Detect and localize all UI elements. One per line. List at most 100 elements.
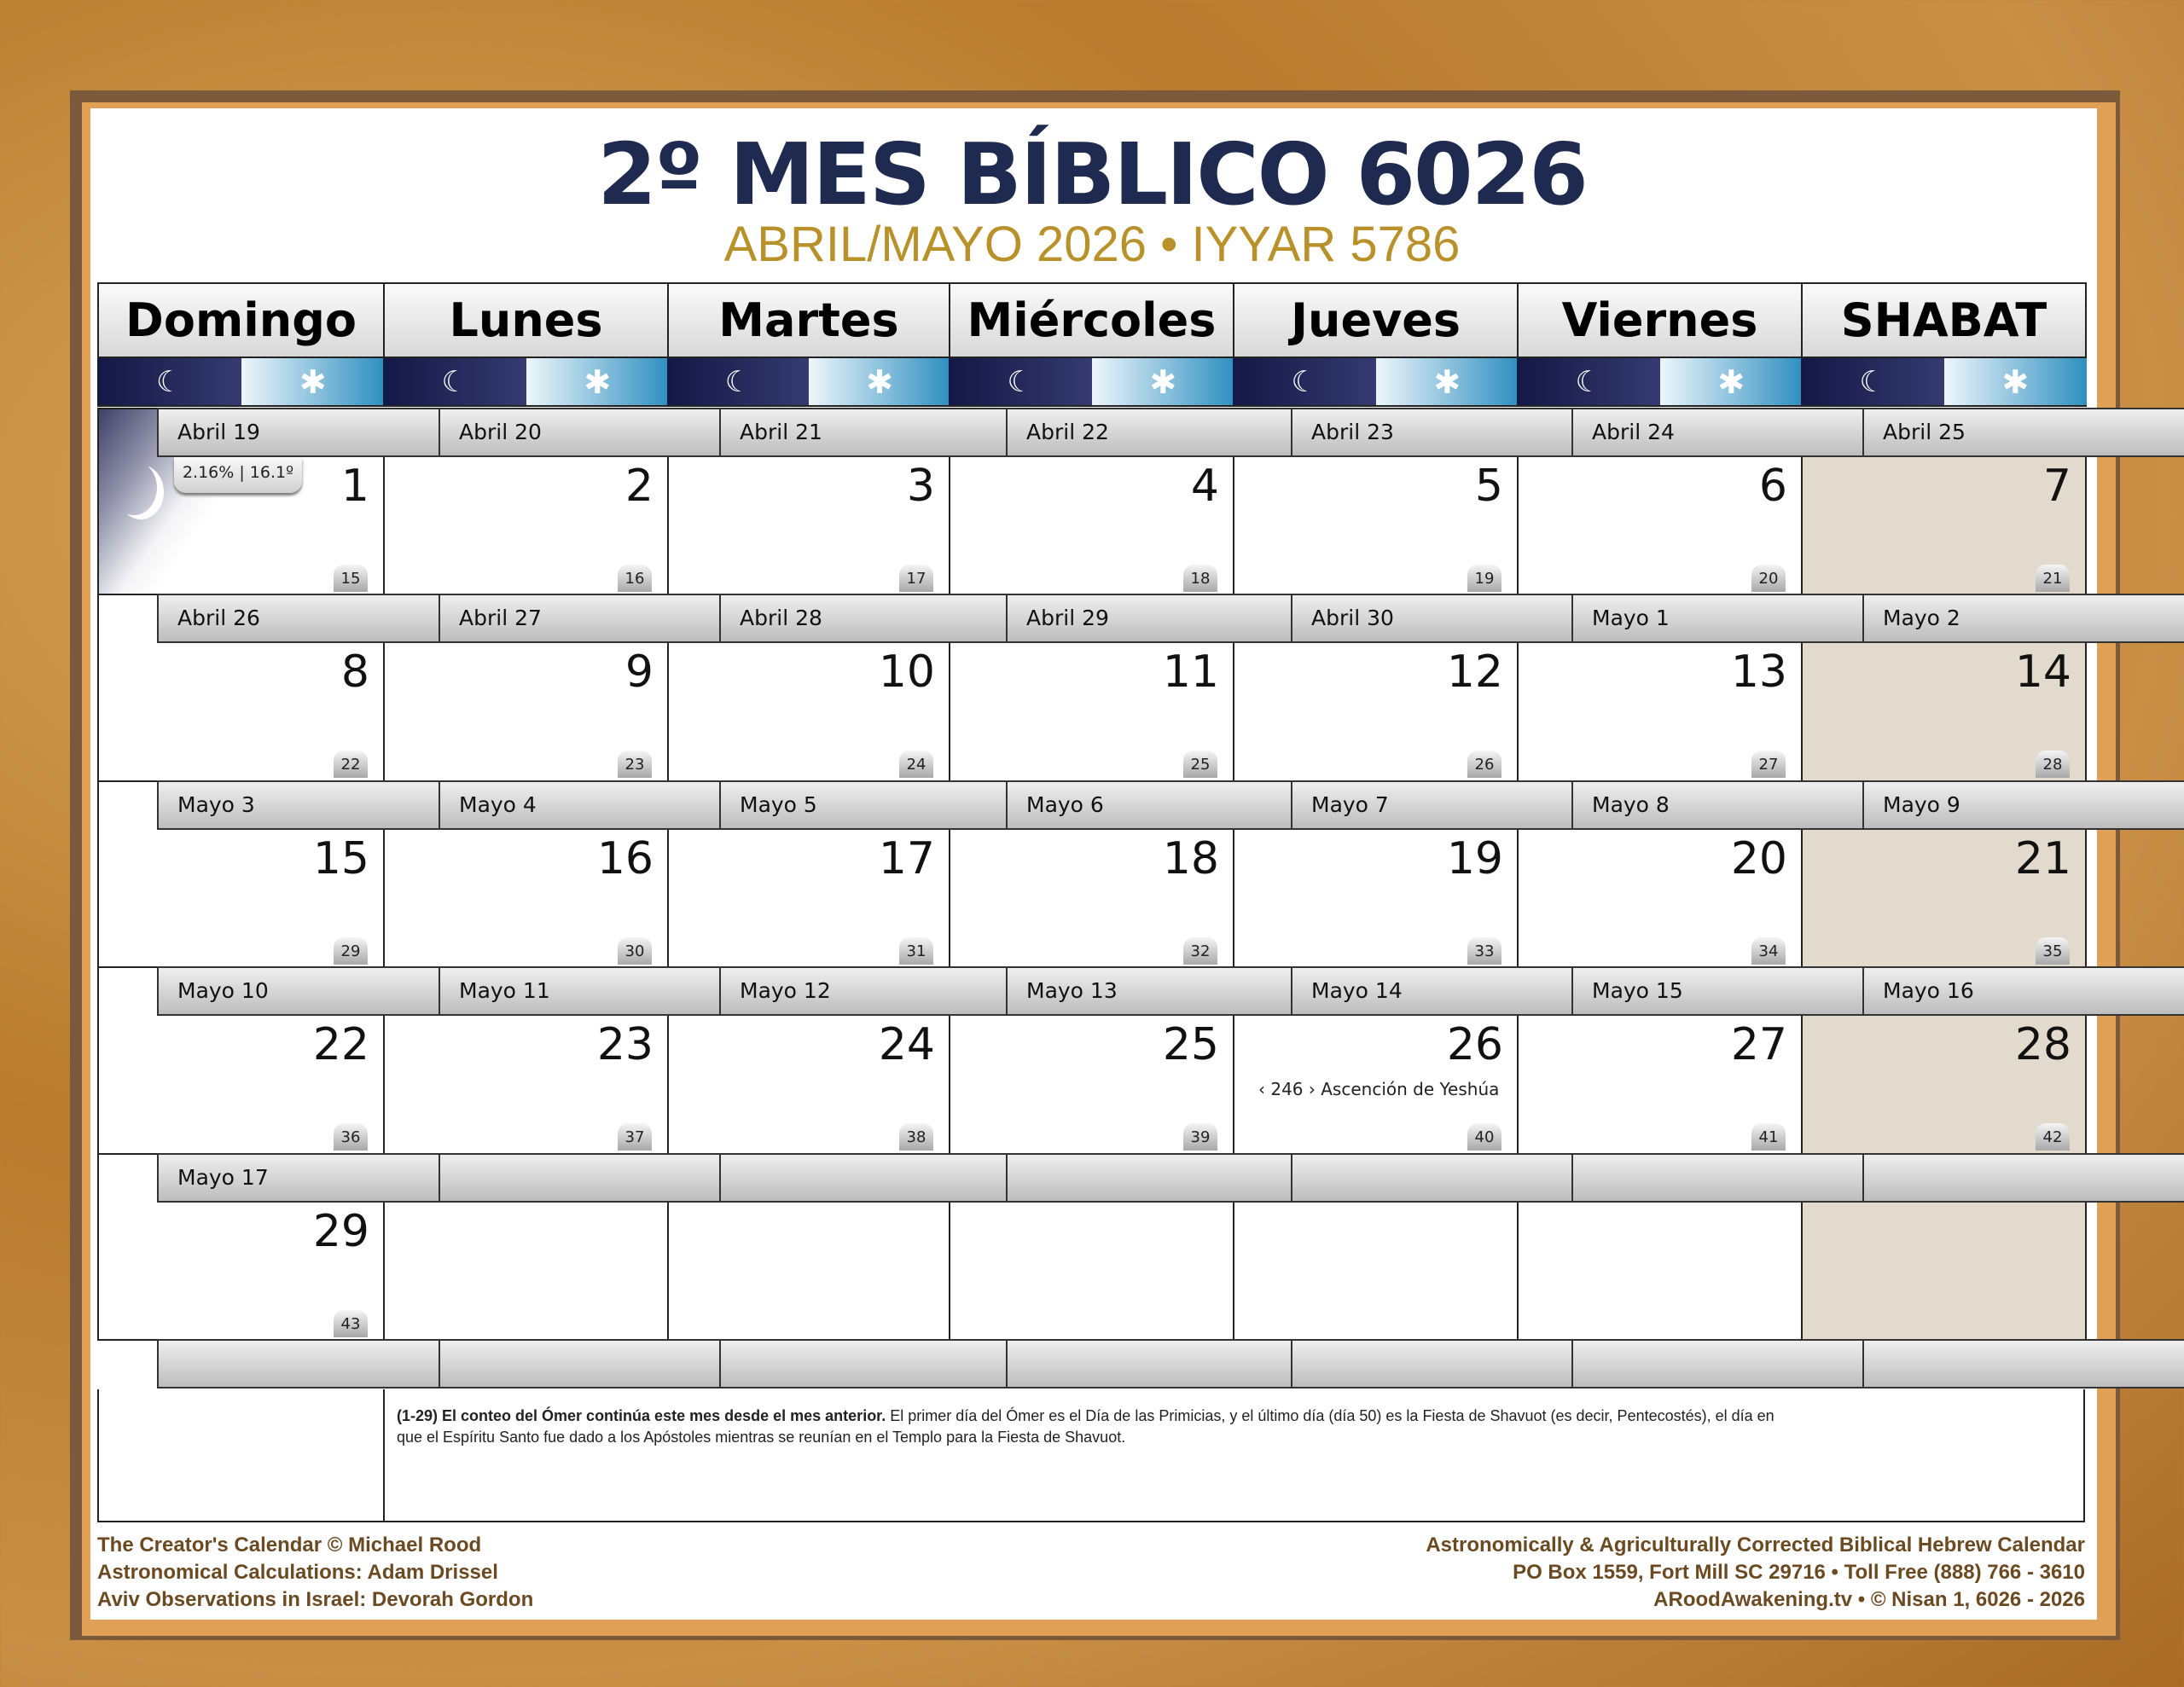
footnote: (1-29) El conteo del Ómer continúa este …	[397, 1406, 1796, 1448]
hebrew-day-number: 18	[1162, 832, 1219, 884]
gregorian-date-bar: Abril 27	[439, 594, 721, 644]
hebrew-day-number: 5	[1474, 461, 1503, 512]
omer-count-badge: 16	[618, 565, 652, 592]
day-night-bar: ☾ ✱	[1801, 358, 2087, 407]
footer-credit: Astronomical Calculations: Adam Drissel	[97, 1561, 498, 1584]
footer-website-link[interactable]: ARoodAwakening.tv • © Nisan 1, 6026 - 20…	[1653, 1588, 2085, 1611]
gregorian-date-bar: Mayo 5	[719, 780, 1008, 830]
omer-count-badge: 23	[618, 751, 652, 779]
gregorian-date-bar: Abril 30	[1291, 594, 1573, 644]
day-night-bar: ☾ ✱	[97, 358, 385, 407]
omer-count-badge: 35	[2036, 936, 2070, 965]
sun-icon: ✱	[241, 358, 385, 405]
hebrew-day-number: 23	[596, 1019, 653, 1071]
hebrew-day-number: 26	[1446, 1019, 1503, 1071]
empty-date-bar	[719, 1339, 1008, 1388]
footnote-divider	[383, 1389, 385, 1522]
footnote-box	[97, 1389, 2085, 1522]
omer-count-badge: 41	[1751, 1123, 1786, 1151]
gregorian-date-bar: Abril 29	[1006, 594, 1292, 644]
footer-tagline: Astronomically & Agriculturally Correcte…	[1426, 1533, 2085, 1557]
gregorian-date-bar: Abril 19	[157, 408, 440, 457]
gregorian-date-bar: Abril 25	[1862, 408, 2184, 457]
omer-count-badge: 19	[1467, 565, 1502, 592]
hebrew-day-number: 19	[1446, 832, 1503, 884]
hebrew-day-number: 4	[1190, 461, 1219, 512]
footer-credit: The Creator's Calendar © Michael Rood	[97, 1533, 482, 1557]
moon-icon: ☾	[667, 358, 809, 405]
sun-icon: ✱	[1943, 358, 2087, 405]
hebrew-day-number: 28	[2014, 1019, 2071, 1071]
gregorian-date-bar: Mayo 15	[1571, 966, 1864, 1017]
gregorian-date-bar: Mayo 12	[719, 966, 1008, 1017]
omer-count-badge: 24	[899, 751, 933, 779]
hebrew-day-number: 13	[1730, 646, 1787, 699]
gregorian-date-bar: Mayo 2	[1862, 594, 2184, 644]
gregorian-date-bar: Mayo 4	[439, 780, 721, 830]
gregorian-date-bar	[1291, 1152, 1573, 1203]
omer-count-badge: 30	[618, 936, 652, 965]
moon-icon: ☾	[97, 358, 241, 405]
gregorian-date-bar: Mayo 1	[1571, 594, 1864, 644]
day-night-bar: ☾ ✱	[1517, 358, 1803, 407]
omer-count-badge: 40	[1467, 1123, 1502, 1151]
omer-count-badge: 33	[1467, 936, 1502, 965]
day-header-jueves: Jueves	[1233, 282, 1519, 358]
sun-icon: ✱	[1375, 358, 1519, 405]
omer-count-badge: 43	[334, 1309, 368, 1337]
gregorian-date-bar	[1006, 1152, 1292, 1203]
sun-icon: ✱	[809, 358, 950, 405]
sun-icon: ✱	[1091, 358, 1234, 405]
omer-count-badge: 27	[1751, 751, 1786, 779]
gregorian-date-bar: Abril 28	[719, 594, 1008, 644]
gregorian-date-bar: Mayo 7	[1291, 780, 1573, 830]
hebrew-day-number: 7	[2042, 461, 2071, 512]
omer-count-badge: 25	[1183, 751, 1217, 779]
moon-icon: ☾	[1233, 358, 1376, 405]
gregorian-date-bar: Mayo 14	[1291, 966, 1573, 1017]
hebrew-day-number: 14	[2014, 646, 2071, 699]
omer-count-badge: 34	[1751, 936, 1786, 965]
omer-count-badge: 37	[618, 1123, 652, 1151]
gregorian-date-bar: Abril 26	[157, 594, 440, 644]
gregorian-date-bar: Mayo 8	[1571, 780, 1864, 830]
hebrew-day-number: 29	[312, 1205, 369, 1257]
omer-count-badge: 28	[2036, 751, 2070, 779]
empty-date-bar	[439, 1339, 721, 1388]
omer-count-badge: 36	[334, 1123, 368, 1151]
omer-count-badge: 21	[2036, 565, 2070, 592]
gregorian-date-bar: Abril 22	[1006, 408, 1292, 457]
page-subtitle: ABRIL/MAYO 2026 • IYYAR 5786	[723, 217, 1461, 272]
gregorian-date-bar	[439, 1152, 721, 1203]
footer-credit: Aviv Observations in Israel: Devorah Gor…	[97, 1588, 534, 1611]
hebrew-day-number: 20	[1730, 832, 1787, 884]
footer-address: PO Box 1559, Fort Mill SC 29716 • Toll F…	[1513, 1561, 2085, 1584]
gregorian-date-bar	[1862, 1152, 2184, 1203]
omer-count-badge: 38	[899, 1123, 933, 1151]
hebrew-day-number: 1	[340, 461, 369, 512]
hebrew-day-number: 21	[2014, 832, 2071, 884]
gregorian-date-bar: Abril 21	[719, 408, 1008, 457]
omer-count-badge: 18	[1183, 565, 1217, 592]
sun-icon: ✱	[1659, 358, 1803, 405]
hebrew-day-number: 27	[1730, 1019, 1787, 1071]
gregorian-date-bar: Mayo 16	[1862, 966, 2184, 1017]
day-header-martes: Martes	[667, 282, 950, 358]
sun-icon: ✱	[526, 358, 669, 405]
moon-icon: ☾	[383, 358, 526, 405]
omer-count-badge: 20	[1751, 565, 1786, 592]
omer-count-badge: 39	[1183, 1123, 1217, 1151]
page-title: 2º MES BÍBLICO 6026	[597, 125, 1589, 224]
event-note: ‹ 246 › Ascención de Yeshúa	[1258, 1079, 1500, 1100]
hebrew-day-number: 12	[1446, 646, 1503, 699]
hebrew-day-number: 9	[624, 646, 653, 699]
moon-icon: ☾	[949, 358, 1092, 405]
empty-date-bar	[1006, 1339, 1292, 1388]
empty-date-bar	[1862, 1339, 2184, 1388]
hebrew-day-number: 6	[1758, 461, 1787, 512]
omer-count-badge: 15	[334, 565, 368, 592]
day-night-bar: ☾ ✱	[949, 358, 1234, 407]
day-header-lunes: Lunes	[383, 282, 669, 358]
gregorian-date-bar: Mayo 6	[1006, 780, 1292, 830]
gregorian-date-bar: Mayo 13	[1006, 966, 1292, 1017]
